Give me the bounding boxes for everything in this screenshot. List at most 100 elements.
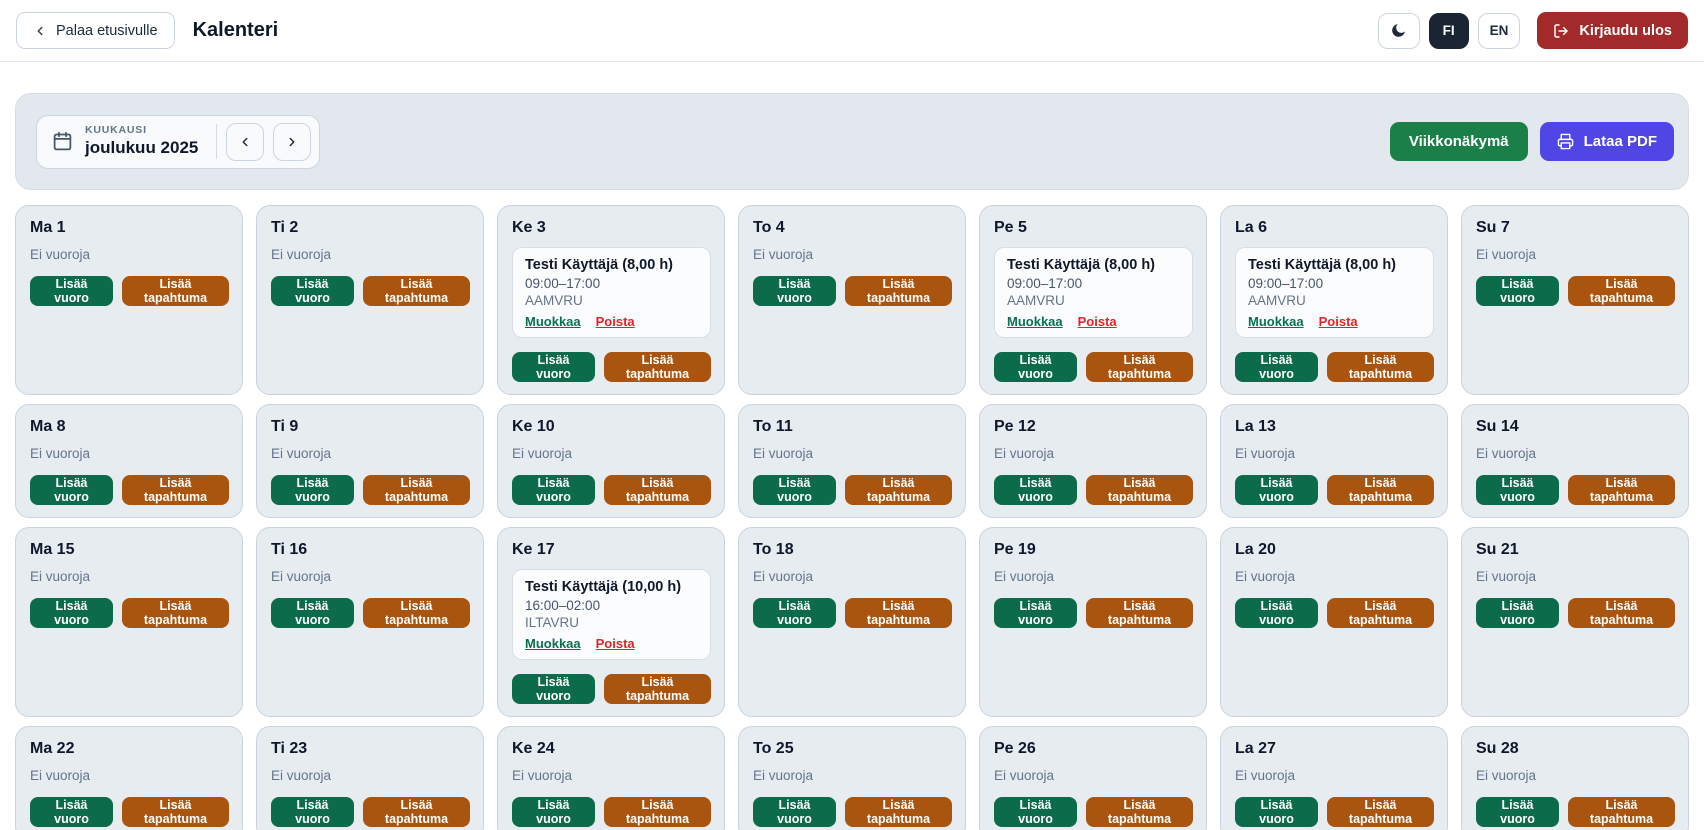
add-shift-button[interactable]: Lisää vuoro	[271, 276, 355, 306]
add-shift-button[interactable]: Lisää vuoro	[753, 276, 837, 306]
week-row: Ma 15 Ei vuoroja Lisää vuoro Lisää tapahtum…	[15, 527, 1689, 717]
add-shift-button[interactable]: Lisää vuoro	[271, 797, 355, 827]
shift-links: Muokkaa Poista	[1248, 314, 1421, 329]
add-event-button[interactable]: Lisää tapahtuma	[1327, 475, 1434, 505]
add-shift-button[interactable]: Lisää vuoro	[1235, 797, 1319, 827]
logout-button[interactable]: Kirjaudu ulos	[1537, 12, 1688, 49]
add-event-button[interactable]: Lisää tapahtuma	[1327, 797, 1434, 827]
day-cell: Su 7 Ei vuoroja Lisää vuoro Lisää tapahtuma	[1461, 205, 1689, 395]
theme-toggle-button[interactable]	[1377, 12, 1420, 49]
no-shifts-text: Ei vuoroja	[753, 569, 814, 584]
add-event-button[interactable]: Lisää tapahtuma	[1327, 598, 1434, 628]
shift-links: Muokkaa Poista	[525, 636, 698, 651]
add-shift-button[interactable]: Lisää vuoro	[30, 797, 114, 827]
add-shift-button[interactable]: Lisää vuoro	[271, 598, 355, 628]
add-shift-button[interactable]: Lisää vuoro	[1476, 276, 1560, 306]
add-shift-button[interactable]: Lisää vuoro	[512, 674, 596, 704]
add-shift-button[interactable]: Lisää vuoro	[994, 598, 1078, 628]
add-event-button[interactable]: Lisää tapahtuma	[122, 276, 229, 306]
add-event-button[interactable]: Lisää tapahtuma	[845, 475, 952, 505]
lang-en-button[interactable]: EN	[1477, 12, 1521, 49]
day-label: Ti 2	[271, 219, 299, 236]
day-cell-actions: Lisää vuoro Lisää tapahtuma	[1476, 598, 1675, 628]
day-label: Pe 26	[994, 740, 1036, 757]
add-shift-button[interactable]: Lisää vuoro	[994, 475, 1078, 505]
day-cell: To 4 Ei vuoroja Lisää vuoro Lisää tapahtuma	[738, 205, 966, 395]
add-event-button[interactable]: Lisää tapahtuma	[363, 276, 470, 306]
add-shift-button[interactable]: Lisää vuoro	[30, 276, 114, 306]
add-shift-button[interactable]: Lisää vuoro	[753, 797, 837, 827]
edit-shift-link[interactable]: Muokkaa	[525, 636, 581, 651]
day-label: La 6	[1235, 219, 1268, 236]
add-event-button[interactable]: Lisää tapahtuma	[604, 475, 711, 505]
shift-code: AAMVRU	[525, 293, 583, 308]
add-event-button[interactable]: Lisää tapahtuma	[845, 797, 952, 827]
add-event-button[interactable]: Lisää tapahtuma	[1568, 276, 1675, 306]
add-shift-button[interactable]: Lisää vuoro	[512, 475, 596, 505]
day-label: La 13	[1235, 418, 1276, 435]
delete-shift-link[interactable]: Poista	[595, 636, 635, 651]
lang-fi-button[interactable]: FI	[1428, 12, 1469, 49]
add-event-button[interactable]: Lisää tapahtuma	[604, 352, 711, 382]
day-label: Ti 23	[271, 740, 308, 757]
add-event-button[interactable]: Lisää tapahtuma	[604, 797, 711, 827]
add-shift-button[interactable]: Lisää vuoro	[753, 598, 837, 628]
add-shift-button[interactable]: Lisää vuoro	[512, 352, 596, 382]
add-event-button[interactable]: Lisää tapahtuma	[1568, 598, 1675, 628]
add-event-button[interactable]: Lisää tapahtuma	[363, 475, 470, 505]
add-shift-button[interactable]: Lisää vuoro	[30, 598, 114, 628]
day-cell-actions: Lisää vuoro Lisää tapahtuma	[271, 797, 470, 827]
day-label: Su 28	[1476, 740, 1519, 757]
add-event-button[interactable]: Lisää tapahtuma	[1568, 475, 1675, 505]
add-event-button[interactable]: Lisää tapahtuma	[122, 475, 229, 505]
add-event-button[interactable]: Lisää tapahtuma	[845, 598, 952, 628]
day-label: Ma 8	[30, 418, 66, 435]
add-shift-button[interactable]: Lisää vuoro	[1476, 475, 1560, 505]
shift-title: Testi Käyttäjä (8,00 h)	[1248, 257, 1397, 273]
day-cell: Pe 5 Testi Käyttäjä (8,00 h) 09:00–17:00 AA…	[979, 205, 1207, 395]
add-event-button[interactable]: Lisää tapahtuma	[1086, 352, 1193, 382]
add-event-button[interactable]: Lisää tapahtuma	[1086, 475, 1193, 505]
add-shift-button[interactable]: Lisää vuoro	[30, 475, 114, 505]
prev-month-button[interactable]	[226, 122, 265, 161]
no-shifts-text: Ei vuoroja	[1235, 569, 1296, 584]
no-shifts-text: Ei vuoroja	[994, 446, 1055, 461]
add-shift-button[interactable]: Lisää vuoro	[1235, 352, 1319, 382]
add-event-button[interactable]: Lisää tapahtuma	[604, 674, 711, 704]
day-label: Ke 24	[512, 740, 555, 757]
add-shift-button[interactable]: Lisää vuoro	[753, 475, 837, 505]
add-event-button[interactable]: Lisää tapahtuma	[1086, 797, 1193, 827]
edit-shift-link[interactable]: Muokkaa	[1007, 314, 1063, 329]
add-event-button[interactable]: Lisää tapahtuma	[122, 598, 229, 628]
edit-shift-link[interactable]: Muokkaa	[1248, 314, 1304, 329]
day-label: To 11	[753, 418, 793, 435]
add-event-button[interactable]: Lisää tapahtuma	[1568, 797, 1675, 827]
edit-shift-link[interactable]: Muokkaa	[525, 314, 581, 329]
add-event-button[interactable]: Lisää tapahtuma	[363, 598, 470, 628]
add-event-button[interactable]: Lisää tapahtuma	[1086, 598, 1193, 628]
add-event-button[interactable]: Lisää tapahtuma	[845, 276, 952, 306]
shift-title: Testi Käyttäjä (8,00 h)	[525, 257, 674, 273]
add-shift-button[interactable]: Lisää vuoro	[512, 797, 596, 827]
add-event-button[interactable]: Lisää tapahtuma	[1327, 352, 1434, 382]
no-shifts-text: Ei vuoroja	[271, 446, 332, 461]
delete-shift-link[interactable]: Poista	[1318, 314, 1358, 329]
download-pdf-button[interactable]: Lataa PDF	[1539, 122, 1674, 161]
add-shift-button[interactable]: Lisää vuoro	[1235, 475, 1319, 505]
delete-shift-link[interactable]: Poista	[595, 314, 635, 329]
back-button[interactable]: Palaa etusivulle	[16, 12, 175, 49]
add-shift-button[interactable]: Lisää vuoro	[1235, 598, 1319, 628]
add-event-button[interactable]: Lisää tapahtuma	[363, 797, 470, 827]
add-shift-button[interactable]: Lisää vuoro	[1476, 797, 1560, 827]
day-cell-actions: Lisää vuoro Lisää tapahtuma	[1235, 797, 1434, 827]
add-event-button[interactable]: Lisää tapahtuma	[122, 797, 229, 827]
day-cell-actions: Lisää vuoro Lisää tapahtuma	[1476, 475, 1675, 505]
day-cell: Ke 24 Ei vuoroja Lisää vuoro Lisää tapahtum…	[497, 726, 725, 830]
add-shift-button[interactable]: Lisää vuoro	[1476, 598, 1560, 628]
add-shift-button[interactable]: Lisää vuoro	[994, 352, 1078, 382]
add-shift-button[interactable]: Lisää vuoro	[994, 797, 1078, 827]
week-view-button[interactable]: Viikkonäkymä	[1389, 122, 1528, 161]
delete-shift-link[interactable]: Poista	[1077, 314, 1117, 329]
add-shift-button[interactable]: Lisää vuoro	[271, 475, 355, 505]
next-month-button[interactable]	[273, 122, 312, 161]
